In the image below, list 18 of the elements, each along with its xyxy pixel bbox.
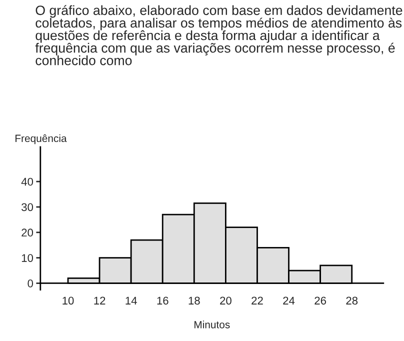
x-tick-label: 28 [346, 296, 358, 305]
y-tick-label: 0 [28, 280, 34, 288]
x-tick-label: 12 [94, 296, 106, 304]
x-tick-label: 16 [157, 296, 168, 305]
y-tick-label: 40 [21, 178, 34, 186]
x-tick-label: 20 [220, 296, 232, 305]
x-tick-label: 26 [314, 296, 326, 305]
y-axis-title: Frequência [16, 134, 67, 144]
x-tick-label: 18 [188, 296, 200, 305]
x-tick-label: 24 [283, 296, 295, 304]
x-axis-title: Minutos [194, 320, 230, 328]
y-tick-label: 30 [22, 203, 34, 212]
x-tick-label: 14 [126, 296, 137, 304]
x-tick-label: 22 [252, 296, 263, 304]
x-tick-label: 10 [62, 296, 74, 305]
y-tick-label: 10 [22, 254, 34, 262]
y-tick-label: 20 [22, 228, 34, 237]
chart-title: O gráfico abaixo, elaborado com base em dados devidamente coletados, para analisar os tempos médios de atendimento às questões de referência e desta forma ajudar a identificar a frequência com que as variações ocorrem nesse processo, é conhecido como [35, 5, 402, 66]
